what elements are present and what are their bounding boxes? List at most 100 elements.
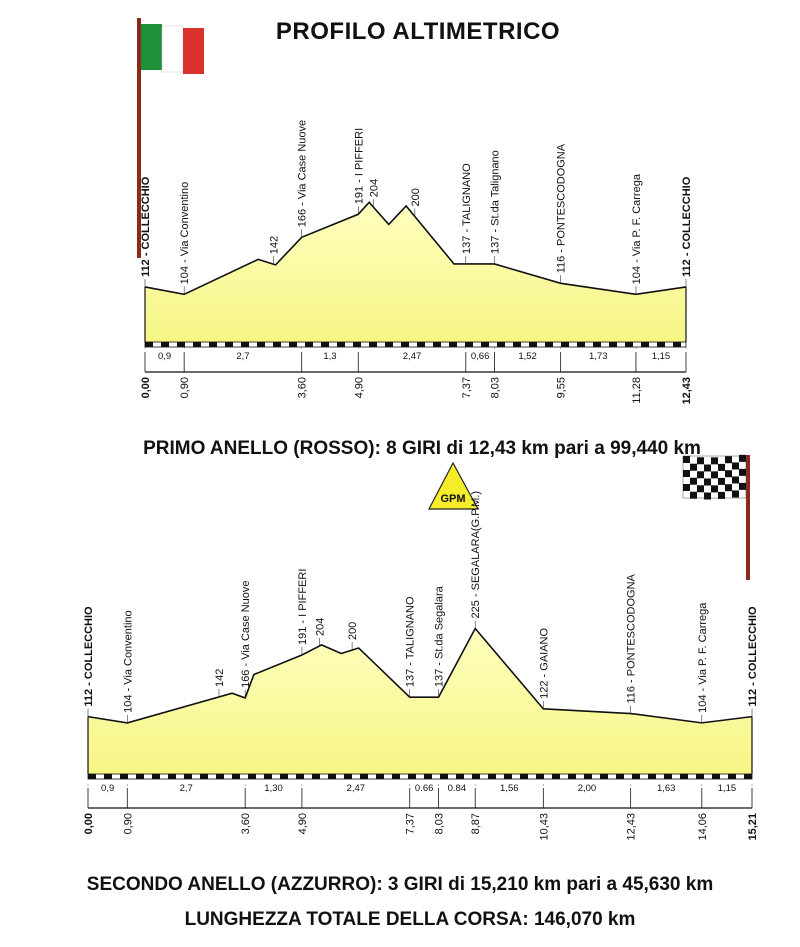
waypoint-label: 116 - PONTESCODOGNA <box>556 143 568 273</box>
segment-distance: 1,56 <box>500 783 519 794</box>
base-strip-dash <box>552 774 560 779</box>
segment-distance: 2,7 <box>180 783 193 794</box>
base-strip-dash <box>88 774 96 779</box>
km-mark-label: 14,06 <box>697 813 709 841</box>
km-mark-label: 3,60 <box>297 377 309 398</box>
segment-distance: 0.84 <box>448 783 467 794</box>
base-strip-dash <box>120 774 128 779</box>
base-strip-dash <box>136 774 144 779</box>
base-strip-dash <box>529 342 537 347</box>
km-mark-label: 11,28 <box>631 377 643 404</box>
base-strip-dash <box>337 342 345 347</box>
base-strip-dash <box>273 342 281 347</box>
segment-distance: 2,00 <box>578 783 597 794</box>
base-strip-dash <box>328 774 336 779</box>
base-strip-dash <box>577 342 585 347</box>
base-strip-dash <box>600 774 608 779</box>
base-strip-dash <box>161 342 169 347</box>
waypoint-label: 200 <box>410 188 422 206</box>
km-mark-label: 12,43 <box>626 813 638 841</box>
chart-title: PROFILO ALTIMETRICO <box>275 18 561 45</box>
km-mark-label: 4,90 <box>297 813 309 834</box>
base-strip-dash <box>696 774 704 779</box>
base-strip-dash <box>616 774 624 779</box>
base-strip-dash <box>481 342 489 347</box>
segment-distance: 0,66 <box>471 351 490 362</box>
caption-secondo-anello: SECONDO ANELLO (AZZURRO): 3 GIRI di 15,2… <box>86 874 714 895</box>
base-strip-dash <box>584 774 592 779</box>
base-strip-dash <box>568 774 576 779</box>
base-strip-dash <box>449 342 457 347</box>
segment-distance: 0,9 <box>158 351 171 362</box>
waypoint-label: 225 - SEGALARA(G.P.M.) <box>470 491 482 619</box>
base-strip-dash <box>344 774 352 779</box>
base-strip-dash <box>673 342 681 347</box>
base-strip-dash <box>296 774 304 779</box>
waypoint-label: 142 <box>214 669 226 687</box>
base-strip-dash <box>593 342 601 347</box>
km-mark-label: 3,60 <box>240 813 252 834</box>
base-strip-dash <box>152 774 160 779</box>
km-mark-label: 7,37 <box>461 377 473 398</box>
base-strip-dash <box>257 342 265 347</box>
waypoint-label: 122 - GAIANO <box>538 627 550 698</box>
profile-area <box>145 202 686 342</box>
waypoint-label: 112 - COLLECCHIO <box>140 176 152 277</box>
waypoint-label: 137 - St.da Talignano <box>489 150 501 254</box>
segment-distance: 2,7 <box>236 351 249 362</box>
segment-distance: 0.66 <box>415 783 434 794</box>
base-strip-dash <box>360 774 368 779</box>
km-mark-label: 0,00 <box>83 813 95 834</box>
base-strip-dash <box>488 774 496 779</box>
base-strip-dash <box>312 774 320 779</box>
base-strip-dash <box>209 342 217 347</box>
km-mark-label: 4,90 <box>353 377 365 398</box>
base-strip-dash <box>632 774 640 779</box>
waypoint-label: 104 - Via P. F. Carrega <box>697 602 709 713</box>
base-strip-dash <box>216 774 224 779</box>
base-strip-dash <box>545 342 553 347</box>
waypoint-label: 191 - I PIFFERI <box>353 128 365 204</box>
base-strip-dash <box>536 774 544 779</box>
base-strip-dash <box>392 774 400 779</box>
profile-area <box>88 628 752 774</box>
segment-distance: 1,3 <box>323 351 336 362</box>
base-strip-dash <box>657 342 665 347</box>
segment-distance: 2,47 <box>403 351 422 362</box>
base-strip-dash <box>424 774 432 779</box>
base-strip-dash <box>513 342 521 347</box>
km-mark-label: 15,21 <box>747 813 759 841</box>
base-strip-dash <box>369 342 377 347</box>
segment-distance: 1,15 <box>718 783 737 794</box>
km-mark-label: 0,90 <box>179 377 191 398</box>
km-mark-label: 0,00 <box>140 377 152 398</box>
base-strip-dash <box>440 774 448 779</box>
waypoint-label: 104 - Via Conventino <box>122 610 134 713</box>
waypoint-label: 166 - Via Case Nuove <box>297 120 309 227</box>
waypoint-label: 191 - I PIFFERI <box>297 569 309 645</box>
segment-distance: 2,47 <box>347 783 366 794</box>
base-strip-dash <box>193 342 201 347</box>
base-strip-dash <box>184 774 192 779</box>
base-strip-dash <box>225 342 233 347</box>
km-mark-label: 8,03 <box>489 377 501 398</box>
waypoint-label: 137 - TALIGNANO <box>461 163 473 254</box>
waypoint-label: 112 - COLLECCHIO <box>83 606 95 707</box>
waypoint-label: 116 - PONTESCODOGNA <box>626 573 638 703</box>
base-strip-dash <box>104 774 112 779</box>
base-strip-dash <box>177 342 185 347</box>
base-strip-dash <box>401 342 409 347</box>
km-mark-label: 7,37 <box>405 813 417 834</box>
base-strip-dash <box>248 774 256 779</box>
base-strip-dash <box>641 342 649 347</box>
waypoint-label: 142 <box>268 236 280 254</box>
base-strip-dash <box>280 774 288 779</box>
segment-distance: 1,73 <box>589 351 608 362</box>
km-mark-label: 12,43 <box>681 377 693 405</box>
base-strip-dash <box>609 342 617 347</box>
segment-distance: 1,15 <box>652 351 671 362</box>
base-strip-dash <box>728 774 736 779</box>
base-strip-dash <box>433 342 441 347</box>
base-strip-dash <box>561 342 569 347</box>
